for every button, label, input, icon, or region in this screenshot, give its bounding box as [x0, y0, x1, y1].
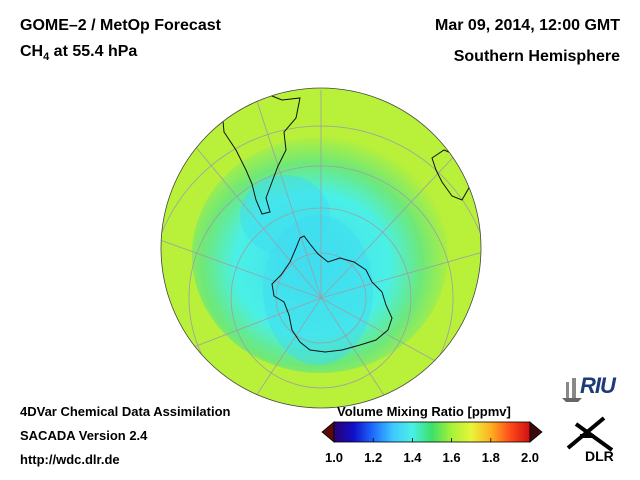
species-subscript: 4	[43, 51, 50, 64]
dlr-logo-text: DLR	[585, 448, 614, 464]
species-prefix: CH	[20, 43, 44, 60]
colorbar-left-arrow	[321, 421, 335, 443]
hemisphere-label: Southern Hemisphere	[453, 48, 620, 65]
colorbar-tick-label: 1.2	[364, 450, 383, 465]
title-main: GOME–2 / MetOp Forecast	[20, 17, 221, 34]
globe-edge	[160, 87, 482, 409]
graticule	[161, 90, 481, 408]
colorbar-title: Volume Mixing Ratio [ppmv]	[337, 404, 511, 419]
colorbar-tick-label: 1.0	[324, 450, 344, 465]
dlr-logo	[566, 416, 614, 452]
colorbar	[321, 421, 543, 443]
colorbar-right-arrow	[529, 421, 543, 443]
south-america-outline	[221, 91, 301, 215]
footer-version: SACADA Version 2.4	[20, 428, 148, 443]
species-suffix: at 55.4 hPa	[49, 43, 138, 60]
antarctica-outline	[271, 235, 393, 353]
colorbar-tick-label: 2.0	[520, 450, 540, 465]
date-label: Mar 09, 2014, 12:00 GMT	[435, 17, 620, 34]
footer-url[interactable]: http://wdc.dlr.de	[20, 452, 120, 467]
riu-logo	[562, 378, 582, 402]
colorbar-tick-label: 1.8	[481, 450, 500, 465]
riu-logo-text: RIU	[580, 373, 616, 398]
ch4-field-core-west	[240, 175, 330, 255]
footer-assimilation: 4DVar Chemical Data Assimilation	[20, 404, 231, 419]
colorbar-gradient	[333, 421, 531, 443]
title-species: CH4 at 55.4 hPa	[20, 43, 137, 63]
colorbar-tick-label: 1.6	[442, 450, 461, 465]
colorbar-tick-label: 1.4	[403, 450, 422, 465]
